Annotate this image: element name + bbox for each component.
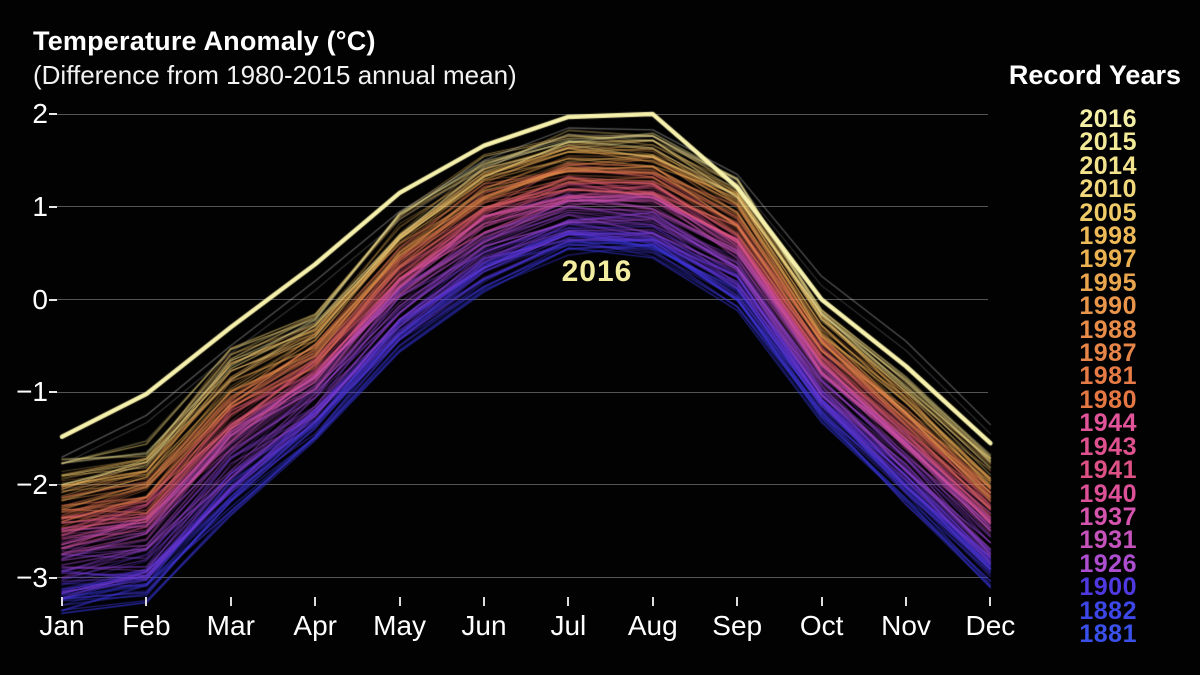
legend-year: 2005	[1079, 198, 1137, 227]
x-tick-mark	[398, 597, 401, 606]
x-tick-mark	[229, 597, 232, 606]
y-tick-mark	[49, 576, 57, 579]
x-tick-label: Dec	[965, 610, 1016, 641]
y-tick-label: −2	[16, 468, 48, 500]
legend-year: 1990	[1079, 292, 1137, 321]
highlight-year-annotation: 2016	[561, 255, 633, 288]
x-tick-mark	[145, 597, 148, 606]
x-tick-mark	[989, 597, 992, 606]
x-tick-mark	[905, 597, 907, 606]
legend-year: 1988	[1079, 315, 1137, 344]
x-tick-label: Nov	[881, 610, 931, 641]
x-tick-mark	[567, 597, 570, 606]
x-tick-label: Jul	[550, 610, 587, 641]
x-tick-mark	[820, 597, 823, 606]
x-tick-mark	[61, 597, 63, 606]
y-tick-label: −1	[16, 376, 48, 408]
legend-year: 1882	[1079, 596, 1137, 625]
legend-year: 1900	[1079, 573, 1137, 602]
x-tick-mark	[651, 597, 654, 606]
legend-year: 1943	[1079, 432, 1137, 461]
x-tick-mark	[736, 597, 739, 606]
legend-year: 1940	[1079, 479, 1137, 508]
y-tick-label: −3	[16, 561, 48, 593]
legend-years-list: 2016 2015 2014 2010 2005 1998 1997 1995 1990 1988…	[1079, 105, 1137, 648]
legend-year: 1926	[1079, 549, 1137, 578]
legend-year: 1995	[1079, 268, 1137, 297]
title-block: Temperature Anomaly (°C) (Difference fro…	[33, 26, 673, 91]
y-tick-mark	[49, 483, 57, 486]
legend-year: 1981	[1079, 362, 1137, 391]
legend-year: 1881	[1079, 619, 1137, 648]
y-tick-label: 2	[32, 98, 48, 130]
legend-year: 1937	[1079, 502, 1137, 531]
legend-year: 2014	[1079, 151, 1137, 180]
legend-year: 2010	[1079, 175, 1137, 204]
legend-year: 2015	[1079, 128, 1137, 157]
y-tick-mark	[49, 298, 57, 301]
legend-year: 1941	[1079, 456, 1137, 485]
y-tick-mark	[49, 391, 57, 394]
x-tick-label: Jan	[39, 610, 85, 641]
x-tick-label: Aug	[627, 610, 678, 641]
x-tick-label: Feb	[122, 610, 171, 641]
x-tick-label: Sep	[712, 610, 763, 641]
x-tick-label: Oct	[799, 610, 844, 641]
x-tick-label: May	[373, 610, 427, 641]
y-tick-label: 0	[32, 283, 48, 315]
chart-title: Temperature Anomaly (°C)	[33, 26, 376, 56]
legend-year: 2016	[1079, 105, 1137, 133]
legend-year: 1944	[1079, 409, 1137, 438]
x-tick-mark	[483, 597, 485, 606]
x-tick-label: Jun	[461, 610, 507, 641]
legend-year: 1931	[1079, 526, 1137, 555]
y-tick-mark	[49, 205, 57, 208]
legend-year: 1987	[1079, 339, 1137, 368]
y-tick-label: 1	[32, 190, 48, 222]
legend-title: Record Years	[1008, 60, 1181, 90]
legend-year: 1998	[1079, 222, 1137, 251]
x-tick-label: Mar	[206, 610, 255, 641]
chart-subtitle: (Difference from 1980-2015 annual mean)	[33, 60, 517, 90]
x-tick-label: Apr	[293, 610, 337, 641]
legend-year: 1997	[1079, 245, 1137, 274]
x-tick-mark	[314, 597, 317, 606]
legend-year: 1980	[1079, 385, 1137, 414]
y-tick-mark	[49, 113, 57, 116]
